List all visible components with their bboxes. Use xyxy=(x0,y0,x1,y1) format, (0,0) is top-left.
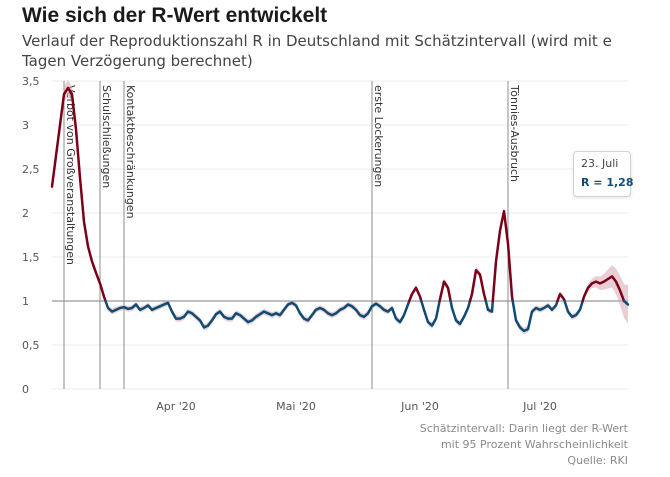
series-segment-above-1 xyxy=(408,286,423,303)
series-segment-below-1 xyxy=(563,299,584,319)
series-segment-above-1 xyxy=(50,86,107,303)
series-segment-above-1 xyxy=(468,268,488,303)
chart-subtitle: Verlauf der Reproduktionszahl R in Deuts… xyxy=(22,31,642,71)
y-tick-label: 0 xyxy=(22,383,29,396)
series-segment-below-1 xyxy=(484,299,495,313)
series-segment-above-1 xyxy=(581,275,626,303)
series-segment-below-1 xyxy=(449,299,472,326)
event-label: erste Lockerungen xyxy=(372,85,385,187)
footer-note-line-2: mit 95 Prozent Wahrscheinlichkeit xyxy=(440,438,628,451)
subtitle-line-1: Verlauf der Reproduktionszahl R in Deuts… xyxy=(22,32,612,50)
tooltip-value: R = 1,28 xyxy=(581,176,634,189)
event-label: Kontaktbeschränkungen xyxy=(124,85,137,219)
event-label: Tönnies-Ausbruch xyxy=(508,84,521,182)
chart-footer: Schätzintervall: Darin liegt der R-Wert … xyxy=(420,421,628,469)
subtitle-line-2: Tagen Verzögerung berechnet) xyxy=(22,52,253,70)
series-segment-below-1 xyxy=(104,299,411,329)
y-tick-label: 0,5 xyxy=(22,339,40,352)
x-tick-label: Mai '20 xyxy=(276,400,316,413)
y-tick-label: 2,5 xyxy=(22,163,40,176)
footer-note-line-1: Schätzintervall: Darin liegt der R-Wert xyxy=(419,422,628,435)
series-segment-above-1 xyxy=(491,209,514,303)
x-tick-label: Apr '20 xyxy=(156,400,196,413)
event-label: Verbot von Großveranstaltungen xyxy=(64,85,77,265)
footer-source: Quelle: RKI xyxy=(567,454,628,467)
chart-title: Wie sich der R-Wert entwickelt xyxy=(22,4,328,27)
series-segment-below-1 xyxy=(511,299,559,333)
series-segment-below-1 xyxy=(622,299,630,306)
y-tick-label: 1,5 xyxy=(22,251,40,264)
y-tick-label: 2 xyxy=(22,207,29,220)
tooltip-date: 23. Juli xyxy=(581,157,619,170)
confidence-band xyxy=(52,80,628,335)
series-segment-below-1 xyxy=(420,299,441,327)
x-tick-label: Jul '20 xyxy=(522,400,557,413)
value-tooltip: 23. Juli R = 1,28 xyxy=(573,151,634,197)
y-tick-label: 3,5 xyxy=(22,75,40,88)
event-label: Schulschließungen xyxy=(100,85,113,188)
x-tick-label: Jun '20 xyxy=(400,400,439,413)
series-segment-above-1 xyxy=(438,280,452,303)
y-tick-label: 1 xyxy=(22,295,29,308)
y-tick-label: 3 xyxy=(22,119,29,132)
